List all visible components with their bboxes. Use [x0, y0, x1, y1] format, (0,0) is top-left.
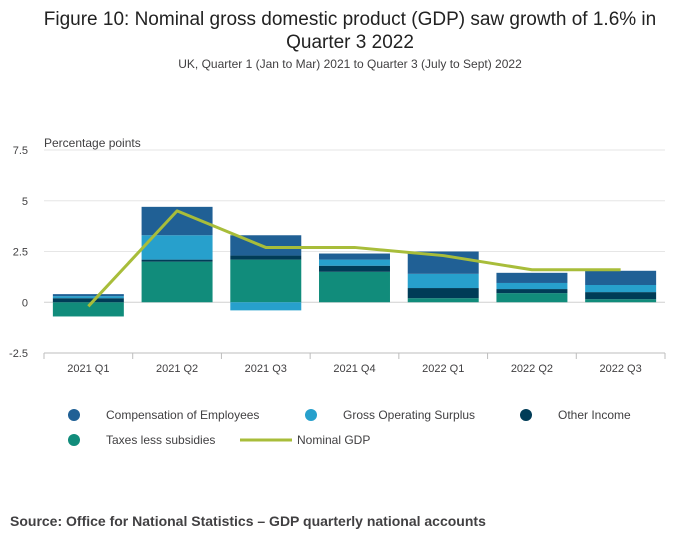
source-note: Source: Office for National Statistics –… — [10, 513, 486, 529]
bar-segment — [230, 255, 302, 260]
bar-segment — [52, 294, 124, 297]
bar-segment — [52, 296, 124, 299]
y-axis-label: Percentage points — [44, 136, 141, 150]
bar-segment — [407, 273, 479, 289]
bar-segment — [496, 293, 568, 303]
bar-segment — [496, 289, 568, 294]
bars — [52, 206, 657, 317]
chart-title-line-2: Quarter 3 2022 — [286, 32, 414, 53]
legend-label: Other Income — [558, 408, 631, 422]
nominal-gdp-line-layer — [87, 209, 621, 308]
y-tick-label: 7.5 — [13, 145, 28, 157]
legend-label: Taxes less subsidies — [106, 433, 215, 447]
bar-segment — [407, 298, 479, 303]
y-tick-label: 0 — [22, 297, 28, 309]
bar-segment — [52, 298, 124, 303]
legend-label: Gross Operating Surplus — [343, 408, 475, 422]
y-tick-label: -2.5 — [9, 348, 28, 360]
legend-swatch — [305, 409, 317, 421]
x-tick-label: 2021 Q4 — [333, 363, 375, 375]
bar-segment — [319, 253, 390, 260]
bar-segment — [496, 272, 568, 283]
bar-segment — [319, 265, 390, 272]
legend-label: Compensation of Employees — [106, 408, 259, 422]
chart-title: Figure 10: Nominal gross domestic produc… — [0, 8, 700, 54]
legend: Compensation of Employees Gross Operating… — [68, 408, 631, 447]
x-tick-label: 2022 Q1 — [422, 363, 464, 375]
bar-segment — [230, 259, 302, 303]
x-tick-label: 2021 Q1 — [67, 363, 109, 375]
y-tick-label: 5 — [22, 196, 28, 208]
legend-swatch — [520, 409, 532, 421]
bar-segment — [52, 302, 124, 317]
chart-subtitle: UK, Quarter 1 (Jan to Mar) 2021 to Quart… — [178, 57, 522, 71]
bar-segment — [319, 259, 390, 266]
y-tick-label: 2.5 — [13, 247, 28, 259]
chart-title-line-1: Figure 10: Nominal gross domestic produc… — [43, 9, 657, 30]
legend-swatch — [68, 434, 80, 446]
bar-segment — [141, 261, 213, 303]
bar-segment — [407, 288, 479, 299]
nominal-gdp-line — [87, 209, 621, 308]
bar-segment — [585, 270, 657, 285]
bar-segment — [585, 284, 657, 293]
bar-segment — [585, 292, 657, 300]
bar-segment — [230, 302, 302, 311]
bar-segment — [141, 235, 213, 260]
bar-segment — [496, 282, 568, 290]
x-tick-label: 2022 Q2 — [511, 363, 553, 375]
bar-segment — [585, 299, 657, 303]
x-tick-label: 2021 Q2 — [156, 363, 198, 375]
legend-label: Nominal GDP — [297, 433, 370, 447]
y-axis-ticks: -2.5 0 2.5 5 7.5 — [9, 145, 28, 360]
x-axis: 2021 Q1 2021 Q2 2021 Q3 2021 Q4 2022 Q1 2022 … — [43, 352, 666, 375]
legend-swatch — [68, 409, 80, 421]
bar-segment — [141, 259, 213, 262]
x-tick-label: 2021 Q3 — [245, 363, 287, 375]
bar-segment — [319, 271, 390, 303]
x-tick-label: 2022 Q3 — [600, 363, 642, 375]
gridlines — [44, 149, 665, 354]
